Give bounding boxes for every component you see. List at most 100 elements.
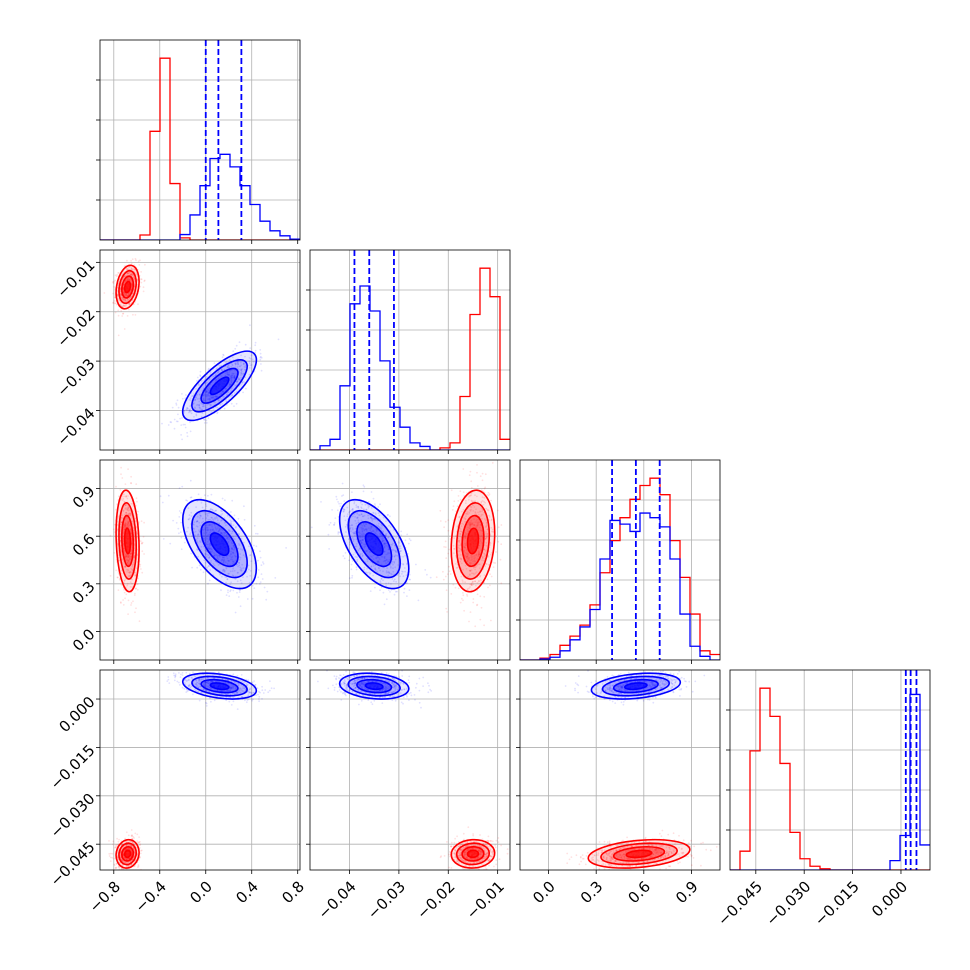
scatter-point: [241, 382, 244, 384]
scatter-point: [461, 530, 463, 533]
scatter-point: [360, 526, 363, 529]
scatter-point: [221, 529, 224, 531]
scatter-point: [249, 554, 251, 557]
scatter-point: [214, 401, 216, 404]
scatter-point: [241, 368, 244, 370]
scatter-point: [196, 520, 199, 523]
scatter-point: [122, 292, 125, 295]
scatter-point: [490, 619, 492, 622]
scatter-point: [463, 549, 465, 552]
scatter-point: [249, 347, 252, 349]
scatter-point: [483, 595, 486, 598]
scatter-point: [252, 358, 254, 361]
scatter-point: [363, 546, 366, 549]
scatter-point: [351, 491, 353, 494]
scatter-point: [239, 548, 242, 550]
scatter-point: [346, 513, 349, 515]
scatter-point: [213, 530, 216, 533]
scatter-point: [125, 293, 127, 295]
scatter-point: [469, 505, 472, 508]
scatter-point: [232, 552, 235, 555]
scatter-point: [121, 859, 124, 862]
scatter-point: [213, 395, 216, 398]
scatter-point: [465, 512, 467, 515]
scatter-point: [468, 620, 470, 623]
scatter-point: [456, 566, 459, 569]
scatter-point: [181, 417, 183, 419]
scatter-point: [232, 551, 235, 554]
scatter-point: [221, 356, 224, 359]
scatter-point: [193, 528, 196, 530]
scatter-point: [480, 489, 483, 491]
scatter-point: [245, 387, 247, 390]
scatter-point: [206, 537, 209, 540]
scatter-point: [376, 534, 379, 536]
scatter-point: [392, 529, 395, 531]
scatter-point: [244, 369, 247, 371]
density-fill-a: [124, 528, 131, 554]
scatter-point: [131, 274, 134, 276]
scatter-point: [117, 589, 120, 591]
scatter-point: [346, 506, 349, 509]
scatter-point: [453, 548, 456, 550]
scatter-point: [378, 558, 381, 561]
scatter-point: [385, 545, 388, 547]
scatter-point: [129, 265, 131, 268]
scatter-point: [383, 603, 386, 606]
scatter-point: [131, 268, 133, 271]
scatter-point: [469, 523, 472, 526]
scatter-point: [242, 363, 245, 365]
scatter-point: [375, 530, 378, 533]
scatter-point: [233, 375, 236, 378]
scatter-point: [350, 530, 352, 532]
scatter-point: [131, 582, 133, 585]
scatter-point: [120, 274, 123, 277]
scatter-point: [387, 546, 390, 549]
scatter-point: [204, 503, 207, 506]
scatter-point: [228, 373, 231, 376]
scatter-point: [204, 391, 207, 394]
scatter-point: [125, 504, 127, 506]
scatter-point: [187, 518, 190, 520]
scatter-point: [339, 505, 342, 507]
scatter-point: [127, 513, 130, 516]
scatter-point: [478, 553, 480, 555]
scatter-point: [243, 518, 246, 521]
scatter-point: [218, 528, 221, 531]
scatter-point: [348, 577, 351, 579]
scatter-point: [368, 571, 370, 574]
scatter-point: [474, 511, 477, 513]
scatter-point: [238, 533, 241, 536]
scatter-point: [310, 526, 313, 529]
scatter-point: [213, 375, 216, 377]
scatter-point: [489, 544, 492, 546]
scatter-point: [199, 517, 201, 519]
panel-2-0: [100, 460, 300, 660]
scatter-point: [233, 546, 236, 549]
scatter-point: [362, 534, 364, 537]
scatter-point: [382, 530, 384, 533]
scatter-point: [190, 552, 193, 555]
scatter-point: [225, 394, 228, 396]
scatter-point: [361, 539, 364, 542]
scatter-point: [227, 374, 230, 377]
scatter-point: [370, 525, 373, 528]
scatter-point: [127, 298, 130, 301]
scatter-point: [232, 548, 235, 551]
scatter-point: [469, 569, 471, 572]
scatter-point: [210, 516, 213, 519]
scatter-point: [218, 556, 221, 558]
scatter-point: [210, 411, 213, 413]
scatter-point: [464, 502, 467, 504]
scatter-point: [372, 558, 375, 561]
scatter-point: [373, 530, 375, 533]
scatter-point: [116, 576, 119, 579]
scatter-point: [124, 483, 127, 485]
scatter-point: [235, 525, 237, 528]
scatter-point: [370, 530, 373, 533]
panel-frame: [99, 39, 301, 241]
scatter-point: [242, 372, 245, 375]
scatter-point: [208, 579, 211, 582]
scatter-point: [480, 529, 483, 532]
scatter-point: [354, 519, 357, 522]
